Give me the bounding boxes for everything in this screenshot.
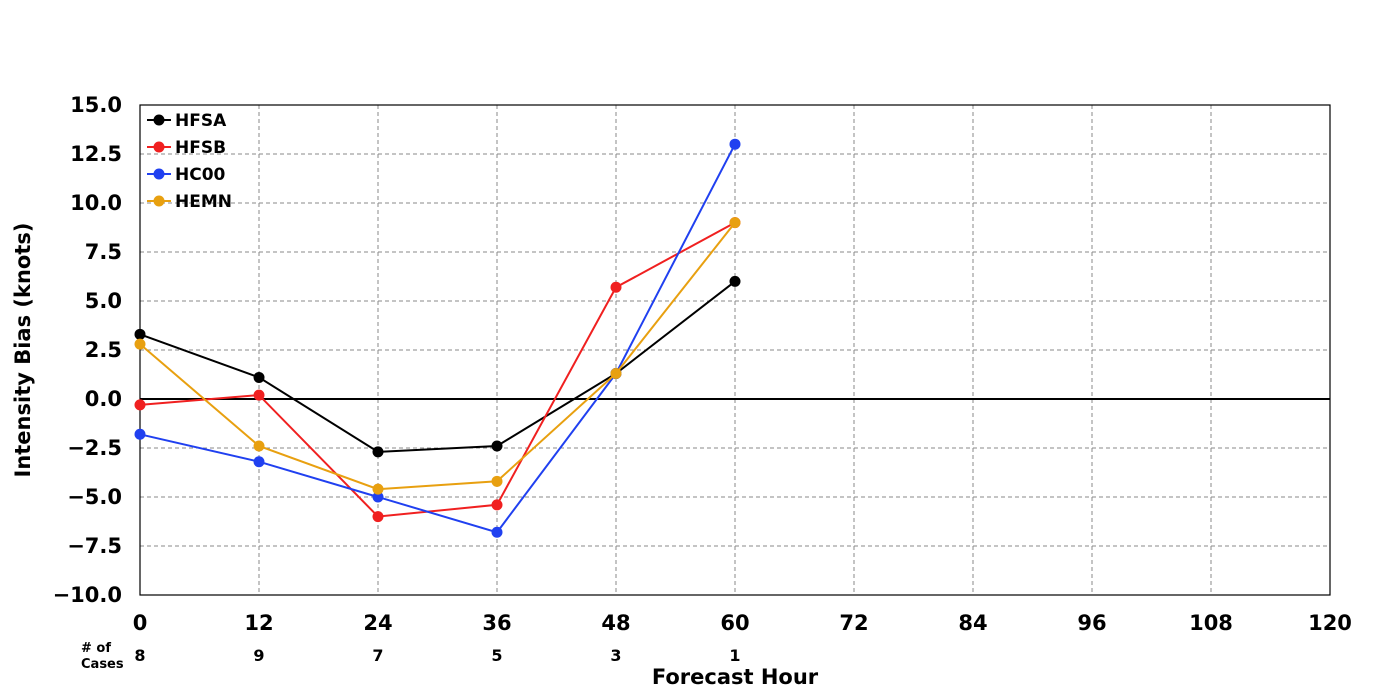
data-point-hemn xyxy=(610,368,622,380)
x-tick-label: 48 xyxy=(601,611,630,635)
x-tick-label: 72 xyxy=(839,611,868,635)
y-tick-label: −7.5 xyxy=(67,534,122,558)
legend-label: HFSB xyxy=(175,138,226,158)
x-tick-label: 24 xyxy=(363,611,392,635)
cases-title: # of xyxy=(81,641,111,656)
x-axis-title: Forecast Hour xyxy=(652,665,819,689)
y-tick-label: 7.5 xyxy=(85,240,122,264)
y-tick-label: 15.0 xyxy=(70,93,122,117)
y-tick-label: 2.5 xyxy=(85,338,122,362)
x-tick-label: 0 xyxy=(133,611,148,635)
y-tick-label: 10.0 xyxy=(70,191,122,215)
legend-marker-hc00 xyxy=(153,168,165,180)
data-point-hc00 xyxy=(372,491,384,503)
case-count-label: 7 xyxy=(372,646,383,665)
legend: HFSA HFSB HC00 HEMN xyxy=(147,111,232,212)
data-point-hc00 xyxy=(729,138,741,150)
grid xyxy=(140,105,1330,595)
x-tick-label: 60 xyxy=(720,611,749,635)
cases-title: Cases xyxy=(81,657,124,672)
legend-marker-hemn xyxy=(153,195,165,207)
series-line-hfsa xyxy=(139,280,736,453)
x-tick-label: 120 xyxy=(1308,611,1352,635)
data-point-hfsa xyxy=(134,328,146,340)
data-point-hc00 xyxy=(253,456,265,468)
data-point-hfsb xyxy=(491,499,503,511)
data-point-hfsb xyxy=(253,389,265,401)
case-count-label: 1 xyxy=(729,646,740,665)
x-tick-label: 108 xyxy=(1189,611,1233,635)
y-tick-label: −10.0 xyxy=(53,583,122,607)
data-point-hemn xyxy=(491,475,503,487)
data-point-hemn xyxy=(729,217,741,229)
legend-marker-hfsa xyxy=(153,114,165,126)
data-point-hfsb xyxy=(610,281,622,293)
data-point-hfsa xyxy=(491,440,503,452)
case-count-label: 8 xyxy=(134,646,145,665)
data-point-hemn xyxy=(253,440,265,452)
data-point-hfsa xyxy=(372,446,384,458)
series xyxy=(134,138,741,538)
case-count-label: 9 xyxy=(253,646,264,665)
data-point-hemn xyxy=(372,483,384,495)
y-axis-title: Intensity Bias (knots) xyxy=(11,223,35,478)
x-tick-label: 36 xyxy=(482,611,511,635)
data-point-hfsa xyxy=(253,371,265,383)
axes: 0 12 24 36 48 60 72 84 96 108 12015.012.510.07.55.… xyxy=(53,93,1352,665)
legend-marker-hfsb xyxy=(153,141,165,153)
series-line-hc00 xyxy=(139,143,736,534)
data-point-hc00 xyxy=(491,526,503,538)
x-tick-label: 96 xyxy=(1077,611,1106,635)
data-point-hfsa xyxy=(729,275,741,287)
legend-label: HEMN xyxy=(175,192,232,212)
data-point-hfsb xyxy=(372,511,384,523)
legend-label: HFSA xyxy=(175,111,227,131)
data-point-hemn xyxy=(134,338,146,350)
series-line-hfsb xyxy=(139,221,736,518)
case-count-label: 5 xyxy=(491,646,502,665)
legend-label: HC00 xyxy=(175,165,226,185)
series-line-hemn xyxy=(139,221,736,491)
y-tick-label: 0.0 xyxy=(85,387,122,411)
data-point-hc00 xyxy=(134,428,146,440)
y-tick-label: −2.5 xyxy=(67,436,122,460)
x-tick-label: 84 xyxy=(958,611,987,635)
y-tick-label: 5.0 xyxy=(85,289,122,313)
case-count-label: 3 xyxy=(610,646,621,665)
data-point-hfsb xyxy=(134,399,146,411)
labels: Forecast Hour Intensity Bias (knots) # o… xyxy=(11,223,819,690)
y-tick-label: −5.0 xyxy=(67,485,122,509)
x-tick-label: 12 xyxy=(244,611,273,635)
plot-frame xyxy=(139,104,1331,596)
y-tick-label: 12.5 xyxy=(70,142,122,166)
